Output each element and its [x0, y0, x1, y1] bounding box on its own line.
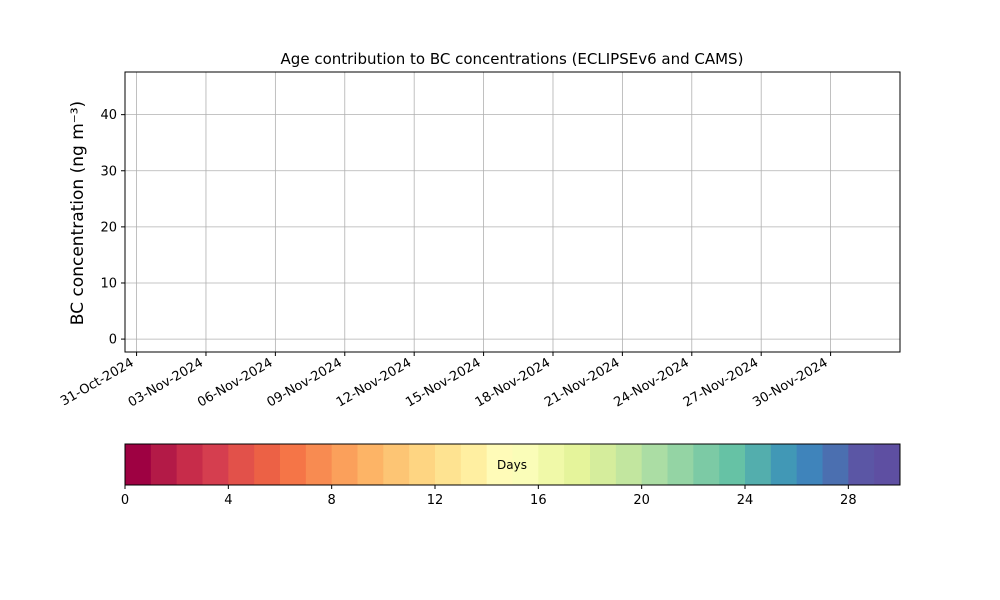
- colorbar-cell: [590, 444, 617, 485]
- plot-area: [125, 72, 900, 352]
- y-axis-label: BC concentration (ng m⁻³): [68, 101, 88, 325]
- colorbar-cell: [383, 444, 410, 485]
- colorbar-cell: [202, 444, 229, 485]
- colorbar-cell: [460, 444, 488, 485]
- x-tick-label: 06-Nov-2024: [195, 355, 275, 410]
- colorbar-tick-label: 28: [840, 493, 857, 508]
- colorbar-frame: [124, 443, 901, 486]
- x-tick-label: 18-Nov-2024: [473, 355, 553, 410]
- colorbar-cell: [125, 444, 152, 485]
- x-tick-label: 03-Nov-2024: [126, 355, 206, 410]
- colorbar-tick-label: 20: [633, 493, 650, 508]
- colorbar-ticks: 0 4 8 12 16 20 24 28: [121, 485, 857, 508]
- colorbar-cell: [796, 444, 823, 485]
- colorbar: Days 0 4 8 12 16 20 24 28: [121, 443, 901, 508]
- y-tick-label: 0: [109, 333, 117, 348]
- colorbar-cell: [280, 444, 307, 485]
- x-tick-label: 30-Nov-2024: [750, 355, 830, 410]
- colorbar-cell: [770, 444, 798, 485]
- colorbar-cell: [564, 444, 591, 485]
- colorbar-cell: [331, 444, 358, 485]
- colorbar-tick-label: 24: [737, 493, 754, 508]
- colorbar-cell: [512, 444, 539, 485]
- colorbar-cell: [693, 444, 720, 485]
- colorbar-tick-label: 0: [121, 493, 129, 508]
- colorbar-cell: [874, 444, 901, 485]
- colorbar-cell: [150, 444, 178, 485]
- colorbar-tick-label: 8: [328, 493, 336, 508]
- colorbar-cell: [486, 444, 513, 485]
- x-tick-label: 21-Nov-2024: [542, 355, 622, 410]
- chart-title: Age contribution to BC concentrations (E…: [281, 50, 744, 68]
- colorbar-cell: [176, 444, 203, 485]
- x-tick-label: 31-Oct-2024: [58, 355, 136, 409]
- colorbar-cell: [745, 444, 772, 485]
- colorbar-cell: [667, 444, 694, 485]
- colorbar-cell: [719, 444, 746, 485]
- x-tick-label: 15-Nov-2024: [403, 355, 483, 410]
- colorbar-cell: [409, 444, 436, 485]
- colorbar-cells: [125, 444, 901, 485]
- colorbar-cell: [615, 444, 643, 485]
- x-tick-label: 09-Nov-2024: [265, 355, 345, 410]
- y-tick-label: 40: [100, 108, 117, 123]
- y-tick-label: 30: [100, 164, 117, 179]
- y-tick-label: 10: [100, 276, 117, 291]
- x-tick-label: 27-Nov-2024: [681, 355, 761, 410]
- colorbar-cell: [848, 444, 875, 485]
- colorbar-cell: [435, 444, 462, 485]
- plot-frame: [124, 71, 901, 353]
- x-tick-label: 12-Nov-2024: [334, 355, 414, 410]
- colorbar-cell: [641, 444, 668, 485]
- colorbar-tick-label: 12: [427, 493, 444, 508]
- colorbar-cell: [228, 444, 255, 485]
- colorbar-label: Days: [497, 458, 527, 472]
- colorbar-cell: [305, 444, 333, 485]
- colorbar-tick-label: 16: [530, 493, 547, 508]
- colorbar-tick-label: 4: [224, 493, 232, 508]
- y-tick-label: 20: [100, 220, 117, 235]
- colorbar-cell: [357, 444, 384, 485]
- grid-lines: [125, 72, 900, 352]
- colorbar-cell: [822, 444, 849, 485]
- colorbar-cell: [254, 444, 281, 485]
- colorbar-cell: [538, 444, 565, 485]
- x-tick-label: 24-Nov-2024: [612, 355, 692, 410]
